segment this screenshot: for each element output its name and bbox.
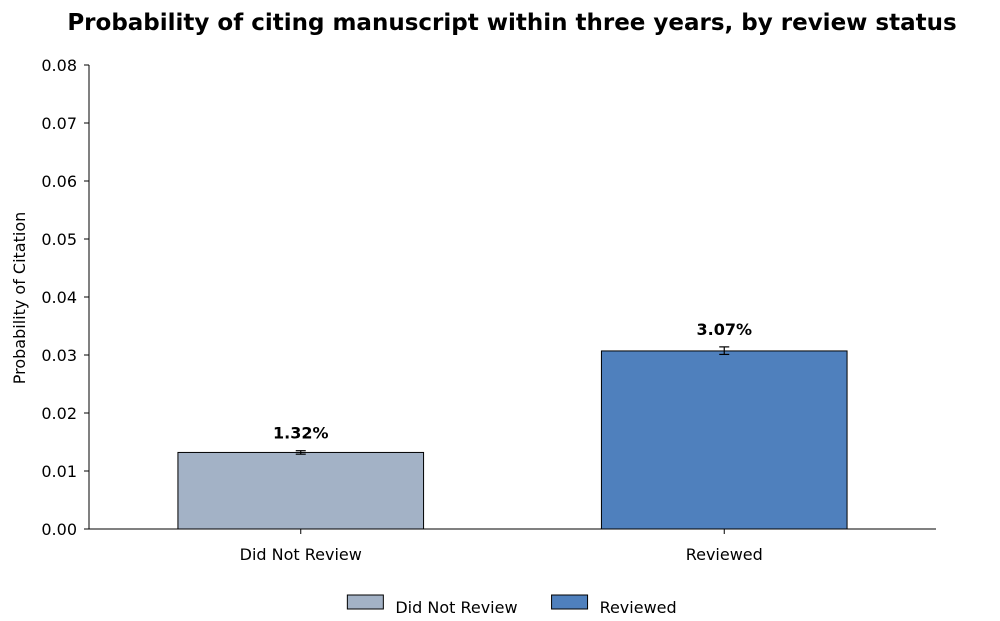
x-axis-ticks: Did Not Review Reviewed xyxy=(240,529,763,564)
bar-reviewed xyxy=(600,350,848,530)
legend-label: Reviewed xyxy=(600,598,677,617)
x-tick-label: Did Not Review xyxy=(240,545,362,564)
y-axis-label: Probability of Citation xyxy=(10,212,29,385)
y-tick-label: 0.07 xyxy=(41,114,77,133)
x-tick-label: Reviewed xyxy=(686,545,763,564)
data-label: 1.32% xyxy=(273,424,329,443)
y-tick-label: 0.00 xyxy=(41,520,77,539)
bar-did-not-review xyxy=(177,451,425,530)
legend-swatch xyxy=(346,594,384,610)
y-tick-label: 0.02 xyxy=(41,404,77,423)
legend: Did Not Review Reviewed xyxy=(346,594,677,617)
y-tick-label: 0.03 xyxy=(41,346,77,365)
y-tick-label: 0.05 xyxy=(41,230,77,249)
y-axis-ticks: 0.00 0.01 0.02 0.03 0.04 0.05 0.06 0.07 0.08 xyxy=(41,56,89,539)
chart-title: Probability of citing manuscript within … xyxy=(67,10,956,36)
y-tick-label: 0.06 xyxy=(41,172,77,191)
y-tick-label: 0.01 xyxy=(41,462,77,481)
bars: 1.32% 3.07% xyxy=(177,320,848,530)
data-label: 3.07% xyxy=(696,320,752,339)
legend-label: Did Not Review xyxy=(395,598,517,617)
y-tick-label: 0.04 xyxy=(41,288,77,307)
y-tick-label: 0.08 xyxy=(41,56,77,75)
legend-swatch xyxy=(551,594,589,610)
